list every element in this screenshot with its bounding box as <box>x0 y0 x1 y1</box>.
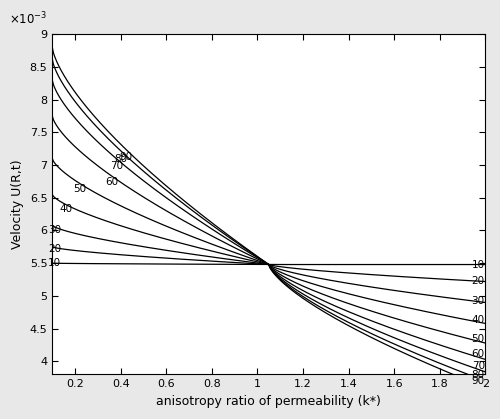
Text: 60: 60 <box>472 349 485 360</box>
Text: 60: 60 <box>105 177 118 187</box>
Y-axis label: Velocity U(R,t): Velocity U(R,t) <box>11 160 24 249</box>
Text: 50: 50 <box>74 184 86 194</box>
Text: 20: 20 <box>472 276 485 286</box>
Text: 70: 70 <box>110 161 123 171</box>
Text: 40: 40 <box>472 316 485 325</box>
Text: $\times10^{-3}$: $\times10^{-3}$ <box>9 11 48 27</box>
Text: 10: 10 <box>48 259 62 269</box>
Text: 90: 90 <box>472 376 485 386</box>
Text: 80: 80 <box>114 154 128 164</box>
Text: 80: 80 <box>472 370 485 380</box>
Text: 90: 90 <box>119 153 132 163</box>
X-axis label: anisotropy ratio of permeability (k*): anisotropy ratio of permeability (k*) <box>156 395 381 408</box>
Text: 30: 30 <box>472 295 485 305</box>
Text: 70: 70 <box>472 361 485 371</box>
Text: 20: 20 <box>48 244 62 254</box>
Text: 50: 50 <box>472 334 485 344</box>
Text: 10: 10 <box>472 259 485 269</box>
Text: 40: 40 <box>60 204 73 214</box>
Text: 30: 30 <box>48 225 62 235</box>
